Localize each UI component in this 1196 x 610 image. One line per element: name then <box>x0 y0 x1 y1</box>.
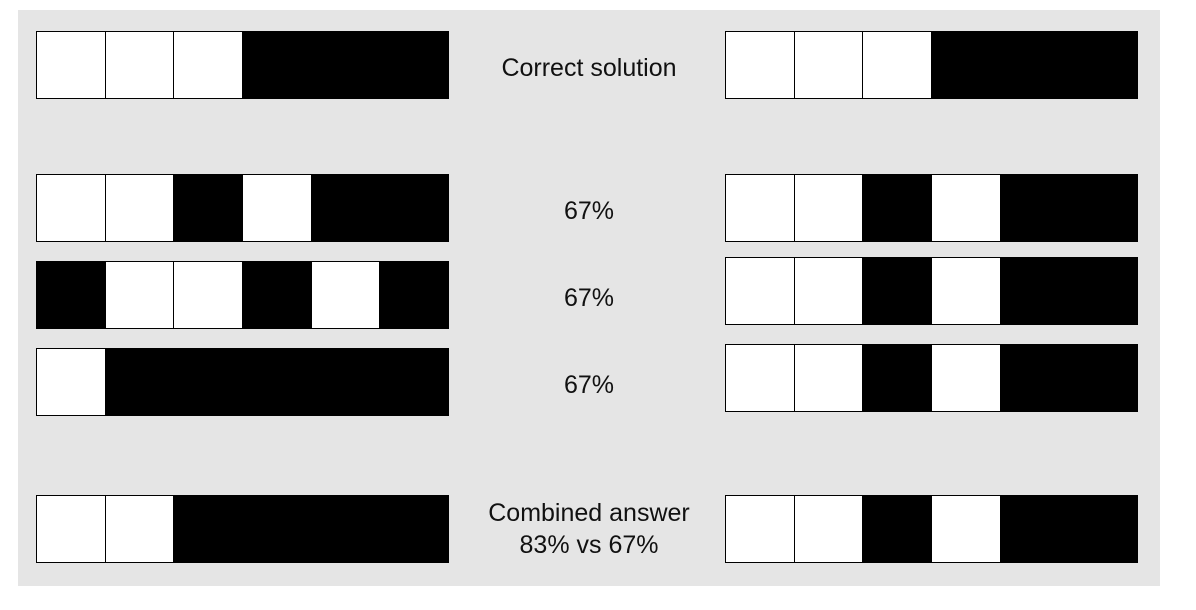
black-cell <box>1068 496 1138 562</box>
row-label: Correct solution <box>483 52 695 84</box>
black-cell <box>1068 258 1138 324</box>
white-cell <box>726 32 794 98</box>
white-cell <box>931 496 1000 562</box>
black-cell <box>931 32 1000 98</box>
white-cell <box>37 349 105 415</box>
white-cell <box>793 345 863 411</box>
strip-row-1-right <box>725 31 1138 99</box>
white-cell <box>726 345 794 411</box>
black-cell <box>999 496 1069 562</box>
black-cell <box>379 175 449 241</box>
strip-row-5-left <box>36 495 449 563</box>
black-cell <box>173 496 243 562</box>
black-cell <box>37 262 105 328</box>
white-cell <box>104 496 174 562</box>
black-cell <box>310 32 380 98</box>
white-cell <box>242 175 311 241</box>
black-cell <box>379 262 449 328</box>
row-label-line: 67% <box>563 371 615 399</box>
white-cell <box>37 496 105 562</box>
black-cell <box>242 496 311 562</box>
white-cell <box>310 262 380 328</box>
white-cell <box>931 345 1000 411</box>
white-cell <box>173 262 243 328</box>
black-cell <box>1068 345 1138 411</box>
black-cell <box>862 258 932 324</box>
strip-row-5-right <box>725 495 1138 563</box>
row-label-line: 67% <box>563 197 615 225</box>
white-cell <box>104 32 174 98</box>
black-cell <box>173 175 243 241</box>
black-cell <box>862 175 932 241</box>
row-label: 67% <box>483 282 695 314</box>
white-cell <box>931 175 1000 241</box>
white-cell <box>173 32 243 98</box>
strip-row-4-right <box>725 344 1138 412</box>
white-cell <box>37 32 105 98</box>
black-cell <box>310 496 380 562</box>
strip-row-4-left <box>36 348 449 416</box>
white-cell <box>104 262 174 328</box>
row-label-line: Correct solution <box>501 54 677 82</box>
strip-row-3-right <box>725 257 1138 325</box>
black-cell <box>1068 32 1138 98</box>
black-cell <box>379 32 449 98</box>
white-cell <box>726 175 794 241</box>
white-cell <box>37 175 105 241</box>
row-label: 67% <box>483 195 695 227</box>
black-cell <box>379 349 449 415</box>
black-cell <box>310 349 380 415</box>
black-cell <box>379 496 449 562</box>
strip-row-1-left <box>36 31 449 99</box>
black-cell <box>862 496 932 562</box>
black-cell <box>1068 175 1138 241</box>
row-label-line: 67% <box>563 284 615 312</box>
strip-row-2-left <box>36 174 449 242</box>
black-cell <box>242 32 311 98</box>
black-cell <box>173 349 243 415</box>
black-cell <box>999 258 1069 324</box>
white-cell <box>793 496 863 562</box>
white-cell <box>793 175 863 241</box>
row-label-line: Combined answer <box>488 499 690 527</box>
black-cell <box>999 345 1069 411</box>
white-cell <box>931 258 1000 324</box>
row-label: 67% <box>483 369 695 401</box>
diagram-panel: Correct solution 67% 67% 67% Combined an… <box>18 10 1160 586</box>
black-cell <box>242 262 311 328</box>
black-cell <box>242 349 311 415</box>
white-cell <box>726 496 794 562</box>
black-cell <box>862 345 932 411</box>
white-cell <box>793 258 863 324</box>
black-cell <box>104 349 174 415</box>
row-label-line: 83% vs 67% <box>519 531 659 559</box>
white-cell <box>104 175 174 241</box>
black-cell <box>999 32 1069 98</box>
white-cell <box>793 32 863 98</box>
row-label: Combined answer 83% vs 67% <box>483 497 695 561</box>
black-cell <box>999 175 1069 241</box>
black-cell <box>310 175 380 241</box>
white-cell <box>726 258 794 324</box>
white-cell <box>862 32 932 98</box>
strip-row-3-left <box>36 261 449 329</box>
strip-row-2-right <box>725 174 1138 242</box>
